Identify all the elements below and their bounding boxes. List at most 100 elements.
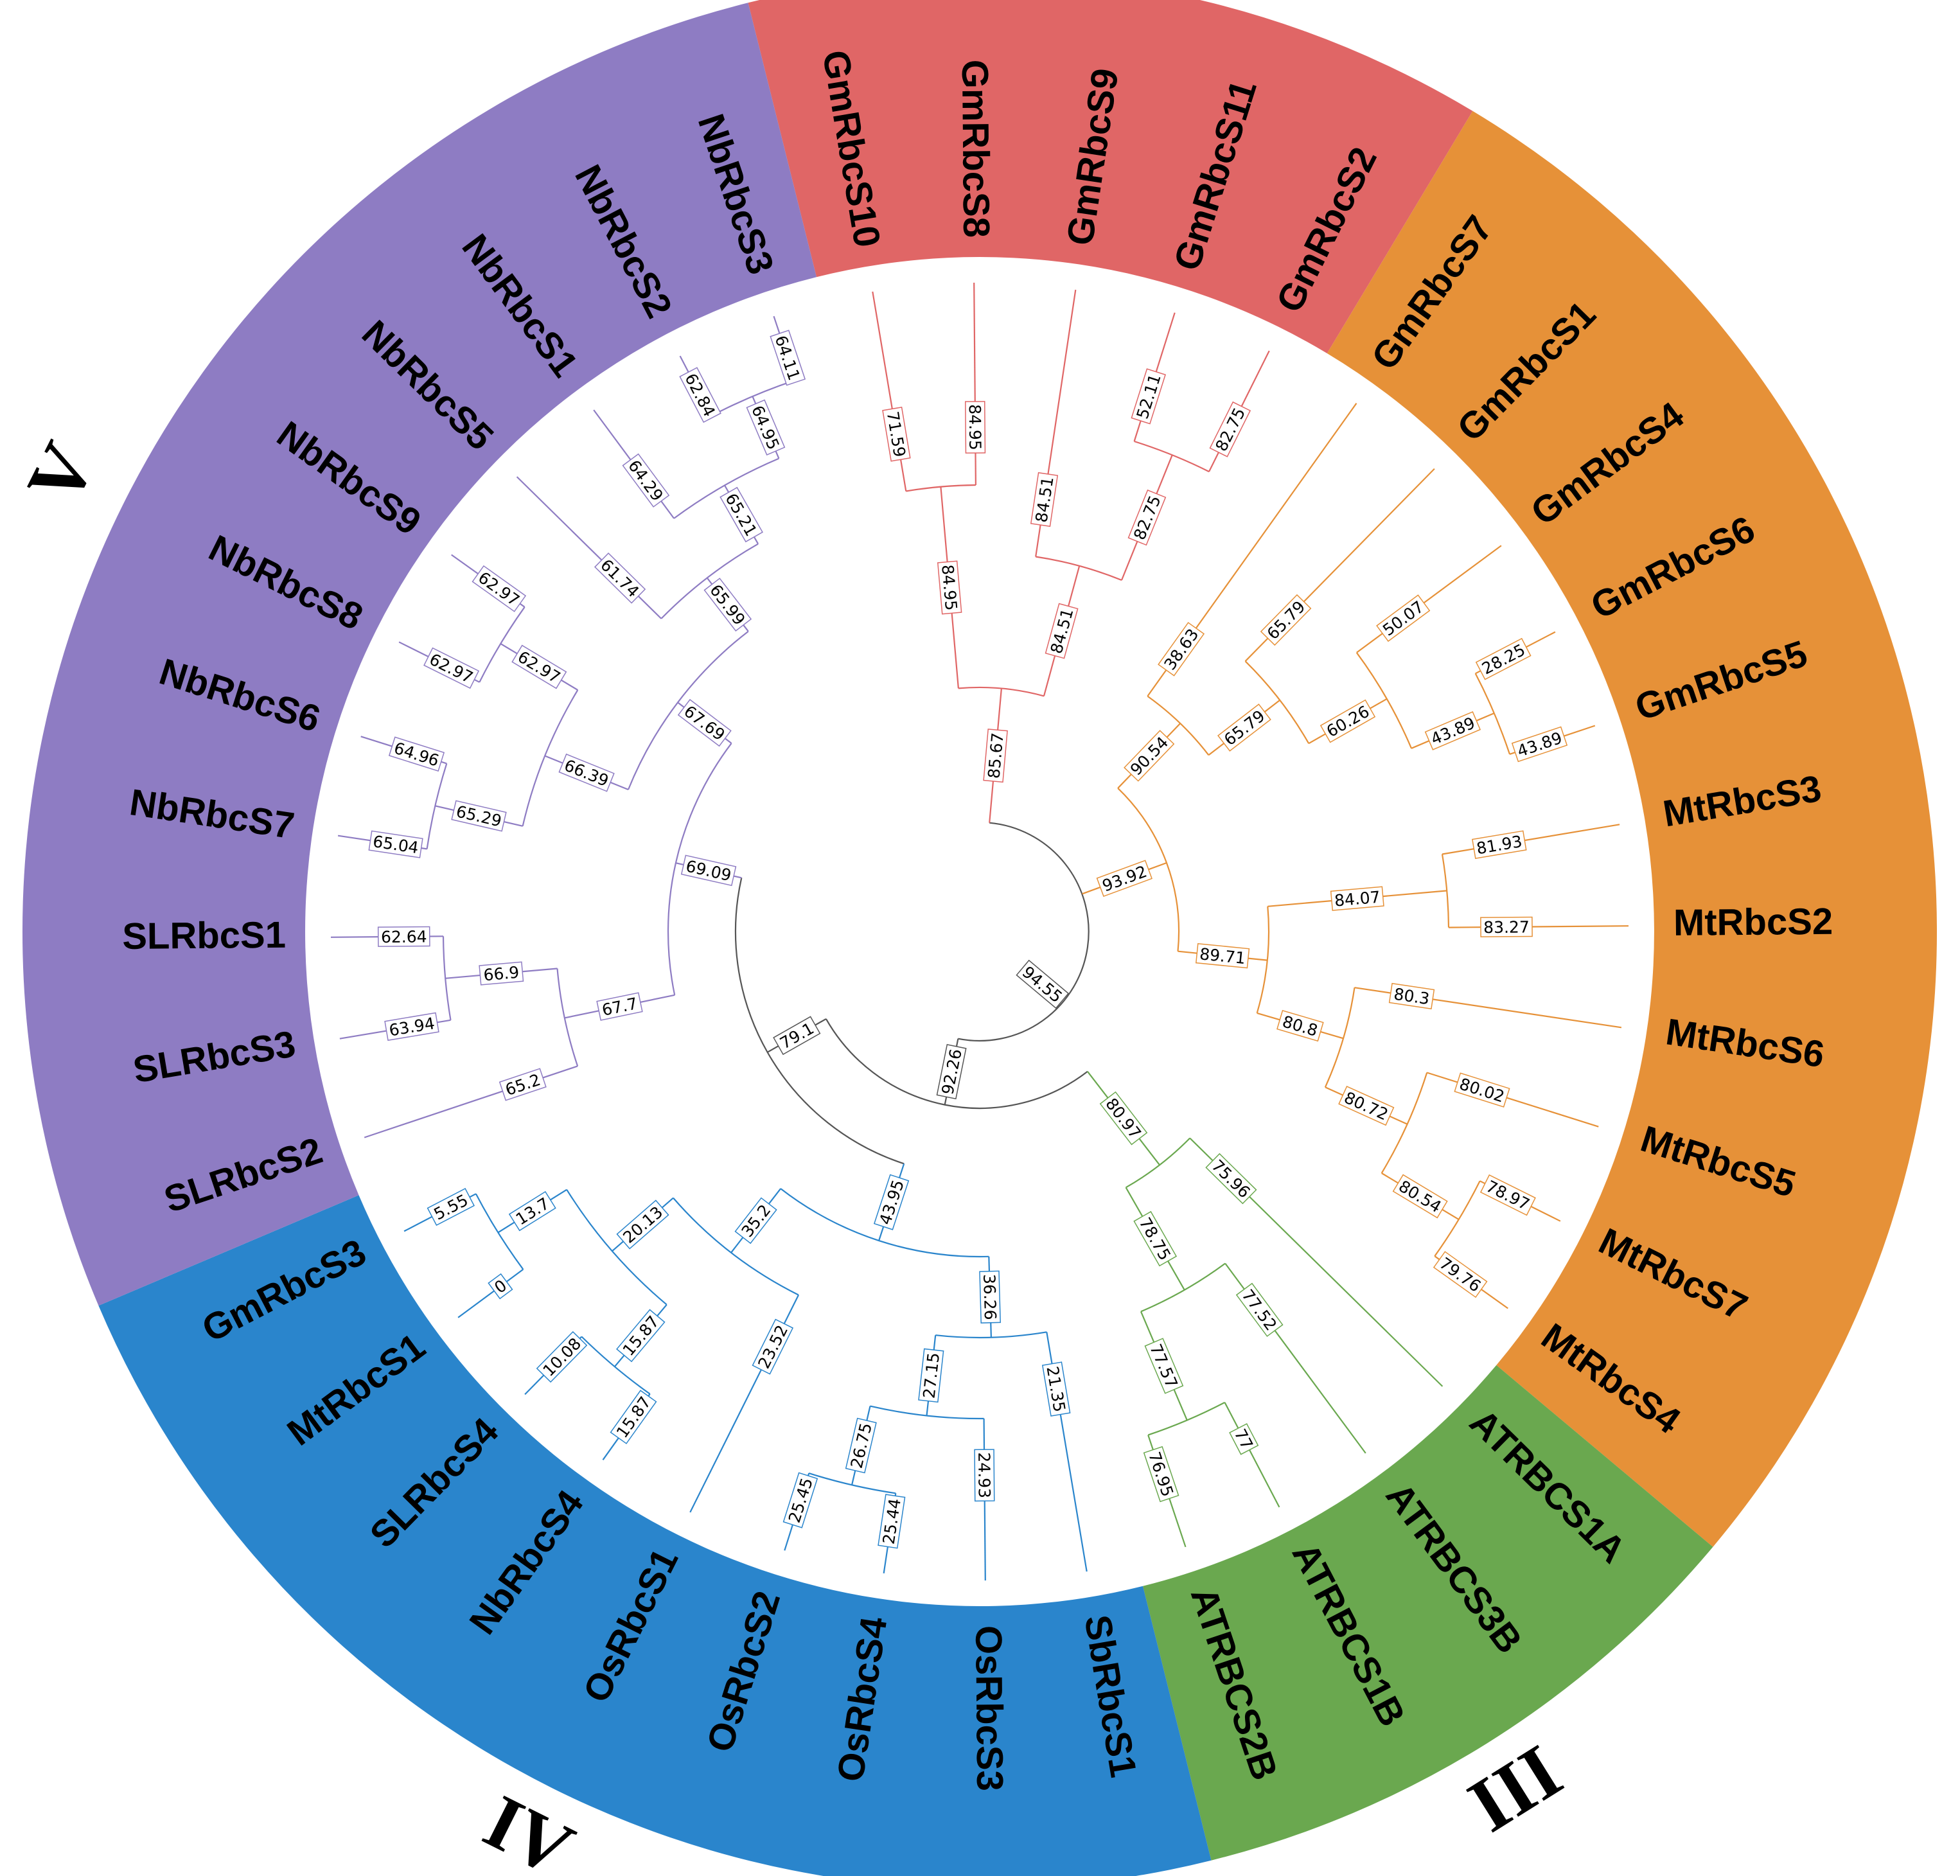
branch-arc — [673, 457, 779, 519]
branch-value-label: 77.52 — [1235, 1282, 1284, 1337]
svg-text:28.25: 28.25 — [1479, 641, 1528, 678]
svg-text:66.9: 66.9 — [482, 963, 520, 985]
leaf-label-SLRbcS1: SLRbcS1 — [122, 914, 286, 957]
svg-text:21.35: 21.35 — [1043, 1365, 1068, 1413]
svg-text:63.94: 63.94 — [387, 1014, 436, 1040]
branch-value-label: 78.75 — [1133, 1210, 1178, 1267]
branch-value-label: 27.15 — [918, 1348, 944, 1403]
branch-value-label: 83.27 — [1480, 916, 1533, 937]
svg-text:64.96: 64.96 — [392, 739, 441, 770]
svg-text:15.87: 15.87 — [613, 1393, 655, 1441]
branch-value-label: 15.87 — [610, 1390, 657, 1444]
clade-sector-II — [1327, 111, 1938, 1547]
svg-text:43.95: 43.95 — [876, 1178, 908, 1227]
branch-value-label: 67.7 — [596, 992, 643, 1021]
svg-text:89.71: 89.71 — [1199, 944, 1246, 968]
branch-arc — [627, 630, 749, 790]
svg-text:62.97: 62.97 — [475, 568, 523, 610]
branch-value-label: 80.97 — [1099, 1091, 1148, 1146]
svg-text:80.02: 80.02 — [1457, 1074, 1506, 1106]
branch-value-label: 43.89 — [1511, 726, 1568, 763]
branch-value-label: 65.2 — [499, 1068, 547, 1101]
branch-value-label: 36.26 — [979, 1270, 1001, 1323]
branch-value-label: 38.63 — [1158, 622, 1205, 677]
branch-arc — [1126, 1137, 1190, 1189]
branch-value-label: 79.1 — [773, 1016, 821, 1056]
branch-to-MtRbcS3 — [1442, 824, 1620, 855]
branch-value-label: 80.8 — [1276, 1009, 1324, 1042]
svg-text:62.97: 62.97 — [427, 650, 476, 687]
branch-value-label: 80.02 — [1454, 1072, 1510, 1108]
svg-text:82.75: 82.75 — [1130, 493, 1165, 542]
clade-color-ring — [22, 0, 1938, 1876]
branch-arc — [808, 1473, 896, 1494]
branch-to-MtRbcS5 — [1426, 1072, 1599, 1128]
svg-text:43.89: 43.89 — [1428, 714, 1478, 749]
branch-value-label: 64.96 — [388, 736, 445, 772]
branch-value-label: 80.3 — [1388, 982, 1435, 1010]
branch-arc — [673, 1197, 799, 1296]
branch-value-label: 23.52 — [752, 1318, 794, 1375]
branch-value-label: 24.93 — [974, 1449, 995, 1502]
svg-text:93.92: 93.92 — [1100, 862, 1149, 896]
leaf-label-GmRbcS8: GmRbcS8 — [954, 59, 997, 238]
branch-value-label: 25.45 — [782, 1472, 818, 1528]
branch-value-label: 50.07 — [1376, 594, 1431, 642]
branch-arc — [870, 1405, 984, 1420]
svg-text:76.95: 76.95 — [1145, 1449, 1177, 1499]
branch-value-label: 43.95 — [873, 1174, 910, 1230]
svg-text:78.97: 78.97 — [1483, 1177, 1533, 1214]
branch-value-label: 63.94 — [384, 1012, 439, 1041]
branch-arc — [1147, 695, 1210, 756]
branch-arc — [581, 1336, 651, 1395]
branch-value-label: 79.76 — [1433, 1251, 1488, 1298]
svg-text:77.57: 77.57 — [1146, 1341, 1181, 1391]
branch-value-label: 84.51 — [1030, 472, 1059, 527]
branch-value-label: 92.26 — [936, 1044, 967, 1100]
svg-text:65.04: 65.04 — [371, 832, 419, 857]
branch-value-label: 78.97 — [1479, 1174, 1536, 1216]
branch-value-label: 0 — [488, 1273, 513, 1300]
branch-arc — [442, 936, 452, 1020]
branch-value-label: 67.69 — [677, 698, 732, 747]
branch-value-label: 66.39 — [558, 753, 615, 792]
branch-value-label: 65.79 — [1217, 704, 1271, 752]
branch-value-label: 25.44 — [878, 1494, 906, 1549]
svg-text:62.97: 62.97 — [515, 648, 563, 687]
svg-text:20.13: 20.13 — [619, 1203, 666, 1247]
svg-text:43.89: 43.89 — [1515, 729, 1564, 761]
clade-sector-IV — [98, 1195, 1212, 1876]
branch-value-label: 85.67 — [983, 729, 1008, 783]
branch-arc — [660, 543, 759, 619]
leaf-label-MtRbcS2: MtRbcS2 — [1673, 901, 1833, 944]
clade-sector-V — [22, 3, 817, 1306]
branch-arc — [780, 1188, 989, 1258]
branch-value-label: 84.51 — [1045, 603, 1079, 659]
branch-arc — [906, 484, 976, 492]
branch-arc — [1147, 1401, 1226, 1436]
branch-value-label: 64.11 — [770, 330, 806, 386]
svg-text:25.45: 25.45 — [785, 1476, 817, 1525]
svg-text:64.11: 64.11 — [772, 333, 804, 383]
branch-value-label: 62.97 — [423, 647, 480, 689]
branch-value-label: 65.99 — [703, 578, 752, 632]
svg-text:62.64: 62.64 — [381, 927, 427, 946]
branch-value-label: 84.95 — [964, 401, 986, 454]
branch-value-label: 65.79 — [1260, 594, 1312, 646]
branch-value-label: 62.84 — [679, 367, 721, 423]
svg-text:52.11: 52.11 — [1133, 372, 1165, 421]
branch-value-label: 62.97 — [511, 644, 567, 689]
branch-arc — [1441, 854, 1450, 928]
branch-value-label: 82.75 — [1209, 401, 1251, 457]
svg-text:24.93: 24.93 — [975, 1452, 994, 1498]
svg-text:64.95: 64.95 — [748, 403, 783, 452]
branch-value-label: 26.75 — [845, 1417, 877, 1474]
svg-text:67.7: 67.7 — [600, 994, 639, 1020]
branch-value-label: 66.9 — [479, 961, 524, 986]
branch-value-label: 65.04 — [368, 830, 423, 858]
branch-value-label: 35.2 — [734, 1197, 777, 1244]
branch-value-label: 76.95 — [1143, 1446, 1179, 1503]
svg-text:66.39: 66.39 — [561, 756, 611, 790]
clade-sector-I — [748, 0, 1473, 353]
